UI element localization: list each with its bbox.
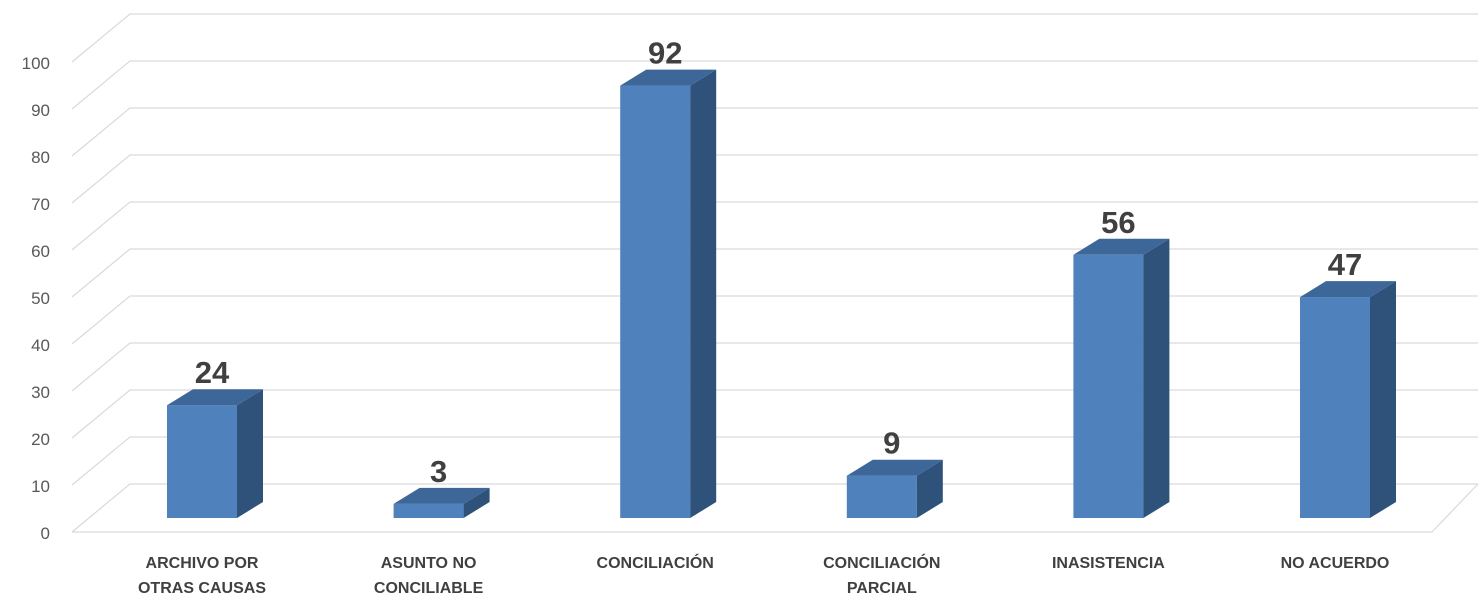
y-tick-label: 40 (31, 336, 50, 355)
gridline-diagonal (71, 483, 131, 533)
x-tick-label: ARCHIVO POR OTRAS CAUSAS (138, 555, 266, 597)
x-tick-label: CONCILIACIÓN PARCIAL (823, 553, 940, 597)
gridline-diagonal (71, 60, 131, 110)
data-label: 9 (883, 426, 900, 461)
bar (393, 487, 490, 518)
bar-front (1300, 297, 1370, 518)
y-tick-label: 80 (31, 148, 50, 167)
floor-right-edge (1431, 483, 1479, 533)
gridline-diagonal (71, 154, 131, 204)
data-labels: 24 3 92 9 56 47 (195, 36, 1362, 489)
bar (167, 389, 263, 518)
bar-top (393, 487, 490, 504)
bar (1300, 281, 1396, 518)
y-tick-label: 70 (31, 195, 50, 214)
x-tick-label-line: CONCILIABLE (374, 580, 484, 597)
gridline-diagonal (71, 436, 131, 486)
gridline-diagonal (71, 201, 131, 251)
gridline-diagonal (71, 107, 131, 157)
y-tick-label: 50 (31, 289, 50, 308)
bar (620, 69, 717, 518)
bar-side (690, 69, 717, 518)
gridline-diagonal (71, 248, 131, 298)
bar-side (1370, 281, 1396, 518)
x-tick-label: CONCILIACIÓN (597, 553, 714, 572)
x-tick-label-line: PARCIAL (847, 580, 917, 597)
bar-side (916, 459, 943, 518)
gridline-diagonal (71, 295, 131, 345)
bar-top (620, 69, 717, 86)
x-tick-label-line: NO ACUERDO (1281, 555, 1390, 572)
data-label: 92 (648, 36, 682, 71)
bar-top (1300, 281, 1396, 298)
x-tick-label: NO ACUERDO (1281, 555, 1390, 572)
y-tick-label: 30 (31, 383, 50, 402)
x-axis-ticks: ARCHIVO POR OTRAS CAUSAS ASUNTO NO CONCILIA… (138, 553, 1389, 597)
data-label: 24 (195, 355, 230, 390)
x-tick-label-line: OTRAS CAUSAS (138, 580, 266, 597)
gridline-diagonal (71, 342, 131, 392)
bars (167, 69, 1396, 519)
bar-front (846, 475, 917, 518)
bar-front (1073, 254, 1144, 519)
bar (1073, 238, 1170, 519)
y-tick-label: 0 (41, 524, 50, 543)
bar-front (167, 405, 237, 518)
gridlines (71, 13, 1479, 533)
data-label: 56 (1101, 205, 1135, 240)
bar-side (1143, 238, 1170, 519)
x-tick-label-line: CONCILIACIÓN (597, 553, 714, 572)
bar-top (846, 459, 943, 476)
gridline-diagonal (71, 389, 131, 439)
data-label: 47 (1328, 247, 1362, 282)
bar-top (167, 389, 263, 406)
y-tick-label: 90 (31, 101, 50, 120)
x-tick-label-line: INASISTENCIA (1052, 555, 1165, 572)
y-tick-label: 100 (22, 54, 50, 73)
bar-front (620, 85, 691, 518)
bar-side (237, 389, 263, 518)
x-tick-label: ASUNTO NO CONCILIABLE (374, 555, 484, 597)
y-tick-label: 20 (31, 430, 50, 449)
x-tick-label: INASISTENCIA (1052, 555, 1165, 572)
x-tick-label-line: ASUNTO NO (381, 555, 477, 572)
gridline-diagonal (71, 13, 131, 63)
bar-side (463, 487, 490, 518)
x-tick-label-line: CONCILIACIÓN (823, 553, 940, 572)
y-axis-ticks: 0 10 20 30 40 50 60 70 80 90 100 (22, 54, 50, 543)
bar-front (393, 503, 464, 518)
x-tick-label-line: ARCHIVO POR (146, 555, 259, 572)
bar-top (1073, 238, 1170, 255)
data-label: 3 (430, 454, 447, 489)
y-tick-label: 10 (31, 477, 50, 496)
y-tick-label: 60 (31, 242, 50, 261)
bar (846, 459, 943, 518)
